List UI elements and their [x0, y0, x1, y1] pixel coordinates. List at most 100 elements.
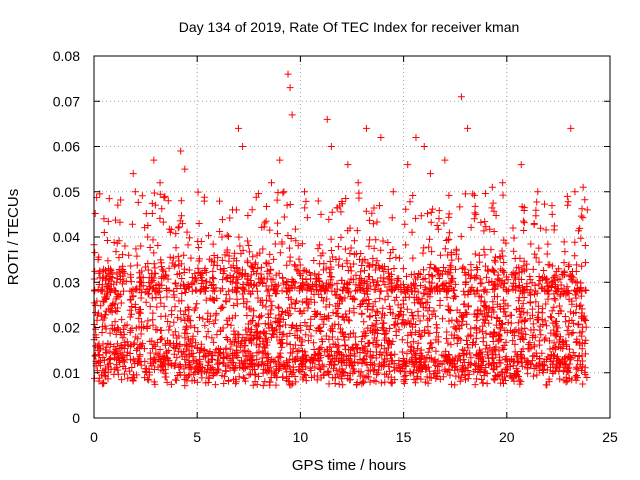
band-point	[565, 331, 573, 339]
mid-point	[265, 286, 273, 294]
band-point	[502, 312, 510, 320]
band-point	[556, 292, 564, 300]
band-point	[562, 318, 570, 326]
band-point	[328, 273, 336, 281]
band-point	[547, 329, 555, 337]
band-point	[578, 305, 586, 313]
band-point	[338, 375, 346, 383]
x-tick-label: 15	[396, 429, 412, 445]
band-point	[226, 295, 234, 303]
band-point	[400, 377, 408, 385]
band-point	[160, 302, 168, 310]
band-point	[238, 338, 246, 346]
band-point	[154, 280, 162, 288]
y-tick-label: 0.05	[53, 184, 80, 200]
band-point	[297, 326, 305, 334]
band-point	[502, 273, 510, 281]
mid-point	[216, 197, 224, 205]
band-point	[538, 309, 546, 317]
mid-point	[538, 274, 546, 282]
mid-point	[515, 283, 523, 291]
band-point	[353, 381, 361, 389]
mid-point	[136, 278, 144, 286]
band-point	[333, 349, 341, 357]
peak-point	[420, 143, 428, 150]
band-point	[181, 289, 189, 297]
band-point	[108, 308, 116, 316]
band-point	[243, 311, 251, 319]
mid-point	[355, 194, 363, 202]
mid-point	[482, 262, 490, 270]
mid-point	[369, 261, 377, 269]
band-point	[409, 312, 417, 320]
band-point	[519, 330, 527, 338]
band-point	[205, 359, 213, 367]
band-point	[325, 353, 333, 361]
band-point	[144, 317, 152, 325]
mid-point	[510, 234, 518, 242]
mid-point	[492, 253, 500, 261]
band-point	[243, 298, 251, 306]
band-point	[302, 275, 310, 283]
mid-point	[263, 287, 271, 295]
mid-point	[254, 265, 262, 273]
mid-point	[174, 252, 182, 260]
band-point	[444, 358, 452, 366]
band-point	[563, 341, 571, 349]
band-point	[432, 312, 440, 320]
band-point	[418, 365, 426, 373]
band-point	[279, 316, 287, 324]
band-point	[251, 378, 259, 386]
band-point	[479, 379, 487, 387]
band-point	[500, 308, 508, 316]
mid-point	[259, 245, 267, 253]
band-point	[341, 369, 349, 377]
band-point	[557, 307, 565, 315]
mid-point	[200, 197, 208, 205]
mid-point	[370, 286, 378, 294]
mid-point	[352, 250, 360, 258]
mid-point	[184, 241, 192, 249]
mid-point	[401, 220, 409, 228]
band-point	[102, 294, 110, 302]
mid-point	[393, 283, 401, 291]
band-point	[256, 298, 264, 306]
y-tick-label: 0.08	[53, 48, 80, 64]
band-point	[341, 341, 349, 349]
mid-point	[201, 267, 209, 275]
band-point	[117, 342, 125, 350]
mid-point	[223, 275, 231, 283]
band-point	[278, 339, 286, 347]
mid-point	[531, 281, 539, 289]
mid-point	[283, 261, 291, 269]
band-point	[209, 267, 217, 275]
mid-point	[267, 265, 275, 273]
band-point	[563, 326, 571, 334]
band-point	[197, 270, 205, 278]
band-point	[207, 366, 215, 374]
band-point	[565, 352, 573, 360]
mid-point	[337, 233, 345, 241]
band-point	[565, 364, 573, 372]
mid-point	[225, 287, 233, 295]
mid-point	[255, 275, 263, 283]
band-point	[97, 312, 105, 320]
band-point	[205, 373, 213, 381]
mid-point	[111, 216, 119, 224]
mid-point	[341, 280, 349, 288]
band-point	[335, 342, 343, 350]
band-point	[301, 351, 309, 359]
band-point	[534, 302, 542, 310]
peak-point	[517, 161, 525, 169]
band-point	[99, 340, 107, 348]
mid-point	[234, 268, 242, 276]
mid-point	[346, 224, 354, 232]
band-point	[474, 307, 482, 315]
mid-point	[425, 278, 433, 286]
band-point	[201, 322, 209, 330]
mid-point	[156, 284, 164, 292]
band-point	[358, 309, 366, 317]
band-point	[180, 310, 188, 318]
band-point	[297, 271, 305, 279]
band-point	[157, 299, 165, 307]
